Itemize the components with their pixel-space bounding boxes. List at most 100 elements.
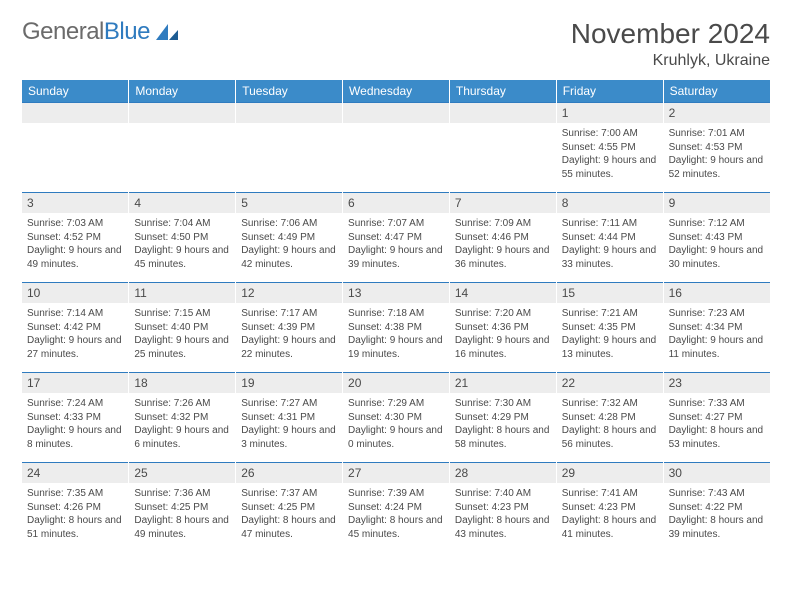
- calendar-cell: 4Sunrise: 7:04 AMSunset: 4:50 PMDaylight…: [129, 193, 236, 283]
- daylight-text: Daylight: 8 hours and 49 minutes.: [134, 514, 230, 541]
- daylight-text: Daylight: 8 hours and 41 minutes.: [562, 514, 658, 541]
- calendar-table: Sunday Monday Tuesday Wednesday Thursday…: [22, 80, 770, 553]
- month-title: November 2024: [571, 18, 770, 50]
- day-number: 8: [557, 193, 663, 213]
- sunrise-text: Sunrise: 7:36 AM: [134, 487, 230, 501]
- day-number: 7: [450, 193, 556, 213]
- calendar-cell: 13Sunrise: 7:18 AMSunset: 4:38 PMDayligh…: [343, 283, 450, 373]
- day-content: Sunrise: 7:33 AMSunset: 4:27 PMDaylight:…: [664, 393, 770, 457]
- sunrise-text: Sunrise: 7:32 AM: [562, 397, 658, 411]
- day-content: Sunrise: 7:43 AMSunset: 4:22 PMDaylight:…: [664, 483, 770, 547]
- day-number: 29: [557, 463, 663, 483]
- daylight-text: Daylight: 9 hours and 42 minutes.: [241, 244, 337, 271]
- sunset-text: Sunset: 4:28 PM: [562, 411, 658, 425]
- calendar-cell: [129, 103, 236, 193]
- sunset-text: Sunset: 4:30 PM: [348, 411, 444, 425]
- sunrise-text: Sunrise: 7:24 AM: [27, 397, 123, 411]
- sunset-text: Sunset: 4:24 PM: [348, 501, 444, 515]
- day-number: 5: [236, 193, 342, 213]
- calendar-cell: 15Sunrise: 7:21 AMSunset: 4:35 PMDayligh…: [556, 283, 663, 373]
- sunrise-text: Sunrise: 7:20 AM: [455, 307, 551, 321]
- sunrise-text: Sunrise: 7:23 AM: [669, 307, 765, 321]
- daylight-text: Daylight: 9 hours and 11 minutes.: [669, 334, 765, 361]
- day-number: 11: [129, 283, 235, 303]
- day-content: Sunrise: 7:24 AMSunset: 4:33 PMDaylight:…: [22, 393, 128, 457]
- col-friday: Friday: [556, 80, 663, 103]
- day-content: Sunrise: 7:39 AMSunset: 4:24 PMDaylight:…: [343, 483, 449, 547]
- daylight-text: Daylight: 8 hours and 39 minutes.: [669, 514, 765, 541]
- calendar-cell: 1Sunrise: 7:00 AMSunset: 4:55 PMDaylight…: [556, 103, 663, 193]
- daylight-text: Daylight: 9 hours and 39 minutes.: [348, 244, 444, 271]
- day-number: 3: [22, 193, 128, 213]
- day-number: 16: [664, 283, 770, 303]
- day-content: Sunrise: 7:29 AMSunset: 4:30 PMDaylight:…: [343, 393, 449, 457]
- sunrise-text: Sunrise: 7:26 AM: [134, 397, 230, 411]
- calendar-week: 1Sunrise: 7:00 AMSunset: 4:55 PMDaylight…: [22, 103, 770, 193]
- day-number: 6: [343, 193, 449, 213]
- day-content: Sunrise: 7:36 AMSunset: 4:25 PMDaylight:…: [129, 483, 235, 547]
- title-block: November 2024 Kruhlyk, Ukraine: [571, 18, 770, 70]
- day-content: Sunrise: 7:07 AMSunset: 4:47 PMDaylight:…: [343, 213, 449, 277]
- sunrise-text: Sunrise: 7:06 AM: [241, 217, 337, 231]
- day-content: Sunrise: 7:40 AMSunset: 4:23 PMDaylight:…: [450, 483, 556, 547]
- day-content: Sunrise: 7:03 AMSunset: 4:52 PMDaylight:…: [22, 213, 128, 277]
- calendar-cell: 30Sunrise: 7:43 AMSunset: 4:22 PMDayligh…: [663, 463, 770, 553]
- sunrise-text: Sunrise: 7:04 AM: [134, 217, 230, 231]
- daylight-text: Daylight: 9 hours and 0 minutes.: [348, 424, 444, 451]
- day-number: 26: [236, 463, 342, 483]
- calendar-cell: 16Sunrise: 7:23 AMSunset: 4:34 PMDayligh…: [663, 283, 770, 373]
- sunset-text: Sunset: 4:49 PM: [241, 231, 337, 245]
- day-content: Sunrise: 7:20 AMSunset: 4:36 PMDaylight:…: [450, 303, 556, 367]
- logo-sail-icon: [154, 22, 180, 42]
- sunset-text: Sunset: 4:35 PM: [562, 321, 658, 335]
- day-number: 22: [557, 373, 663, 393]
- sunset-text: Sunset: 4:23 PM: [455, 501, 551, 515]
- calendar-week: 3Sunrise: 7:03 AMSunset: 4:52 PMDaylight…: [22, 193, 770, 283]
- daylight-text: Daylight: 9 hours and 52 minutes.: [669, 154, 765, 181]
- sunset-text: Sunset: 4:31 PM: [241, 411, 337, 425]
- col-thursday: Thursday: [449, 80, 556, 103]
- sunset-text: Sunset: 4:25 PM: [241, 501, 337, 515]
- day-content: Sunrise: 7:35 AMSunset: 4:26 PMDaylight:…: [22, 483, 128, 547]
- calendar-cell: 6Sunrise: 7:07 AMSunset: 4:47 PMDaylight…: [343, 193, 450, 283]
- calendar-cell: 5 Sunrise: 7:06 AMSunset: 4:49 PMDaylight…: [236, 193, 343, 283]
- calendar-cell: 17Sunrise: 7:24 AMSunset: 4:33 PMDayligh…: [22, 373, 129, 463]
- sunrise-text: Sunrise: 7:11 AM: [562, 217, 658, 231]
- calendar-cell: 23Sunrise: 7:33 AMSunset: 4:27 PMDayligh…: [663, 373, 770, 463]
- sunset-text: Sunset: 4:33 PM: [27, 411, 123, 425]
- daylight-text: Daylight: 8 hours and 58 minutes.: [455, 424, 551, 451]
- daylight-text: Daylight: 8 hours and 45 minutes.: [348, 514, 444, 541]
- sunrise-text: Sunrise: 7:40 AM: [455, 487, 551, 501]
- daylight-text: Daylight: 8 hours and 51 minutes.: [27, 514, 123, 541]
- day-content: Sunrise: 7:04 AMSunset: 4:50 PMDaylight:…: [129, 213, 235, 277]
- day-number: 13: [343, 283, 449, 303]
- sunrise-text: Sunrise: 7:09 AM: [455, 217, 551, 231]
- calendar-cell: 28Sunrise: 7:40 AMSunset: 4:23 PMDayligh…: [449, 463, 556, 553]
- daylight-text: Daylight: 9 hours and 30 minutes.: [669, 244, 765, 271]
- day-number: [236, 103, 342, 123]
- day-number: 4: [129, 193, 235, 213]
- calendar-cell: [22, 103, 129, 193]
- sunrise-text: Sunrise: 7:15 AM: [134, 307, 230, 321]
- location: Kruhlyk, Ukraine: [571, 52, 770, 70]
- daylight-text: Daylight: 9 hours and 25 minutes.: [134, 334, 230, 361]
- calendar-head: Sunday Monday Tuesday Wednesday Thursday…: [22, 80, 770, 103]
- day-number: 1: [557, 103, 663, 123]
- day-number: 2: [664, 103, 770, 123]
- calendar-cell: 24Sunrise: 7:35 AMSunset: 4:26 PMDayligh…: [22, 463, 129, 553]
- day-content: Sunrise: 7:15 AMSunset: 4:40 PMDaylight:…: [129, 303, 235, 367]
- day-content: Sunrise: 7:41 AMSunset: 4:23 PMDaylight:…: [557, 483, 663, 547]
- calendar-week: 17Sunrise: 7:24 AMSunset: 4:33 PMDayligh…: [22, 373, 770, 463]
- day-number: [450, 103, 556, 123]
- calendar-cell: 7Sunrise: 7:09 AMSunset: 4:46 PMDaylight…: [449, 193, 556, 283]
- daylight-text: Daylight: 9 hours and 49 minutes.: [27, 244, 123, 271]
- day-number: 30: [664, 463, 770, 483]
- sunrise-text: Sunrise: 7:43 AM: [669, 487, 765, 501]
- sunset-text: Sunset: 4:36 PM: [455, 321, 551, 335]
- calendar-cell: 29Sunrise: 7:41 AMSunset: 4:23 PMDayligh…: [556, 463, 663, 553]
- daylight-text: Daylight: 9 hours and 27 minutes.: [27, 334, 123, 361]
- sunrise-text: Sunrise: 7:00 AM: [562, 127, 658, 141]
- day-number: 23: [664, 373, 770, 393]
- daylight-text: Daylight: 9 hours and 22 minutes.: [241, 334, 337, 361]
- calendar-cell: 14Sunrise: 7:20 AMSunset: 4:36 PMDayligh…: [449, 283, 556, 373]
